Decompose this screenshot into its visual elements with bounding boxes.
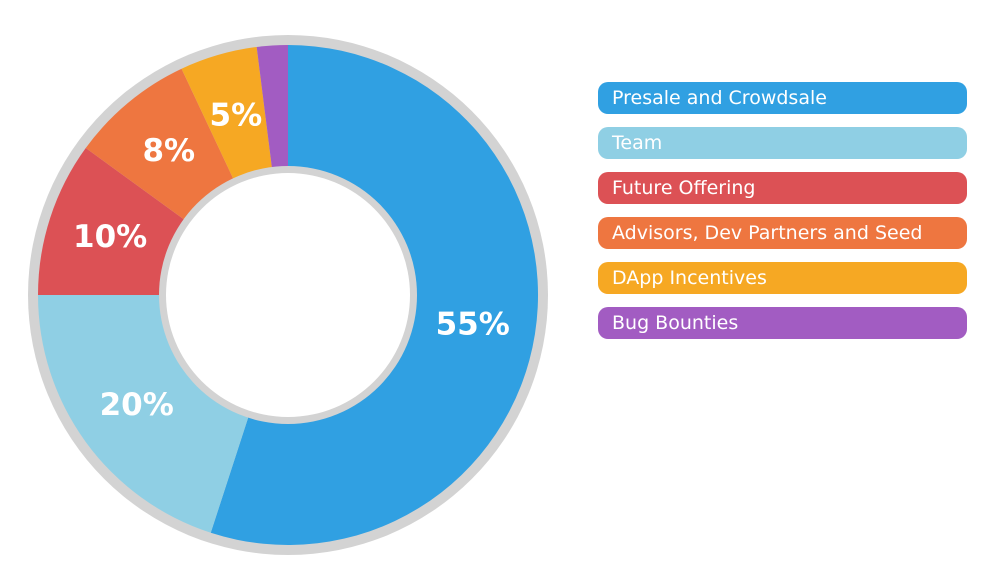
slice-label-presale-and-crowdsale: 55% <box>436 306 510 342</box>
donut-hole <box>166 173 410 417</box>
legend-item-team[interactable]: Team <box>598 127 967 159</box>
slice-label-future-offering: 10% <box>73 219 147 255</box>
slice-label-dapp-incentives: 5% <box>210 97 263 133</box>
chart-legend: Presale and Crowdsale Team Future Offering… <box>598 82 967 352</box>
legend-item-bug-bounties[interactable]: Bug Bounties <box>598 307 967 339</box>
donut-chart: 55% 20% 10% 8% 5% <box>28 35 548 555</box>
slice-label-advisors-dev-partners-and-seed: 8% <box>142 133 195 169</box>
legend-item-presale-and-crowdsale[interactable]: Presale and Crowdsale <box>598 82 967 114</box>
legend-item-dapp-incentives[interactable]: DApp Incentives <box>598 262 967 294</box>
legend-item-advisors-dev-partners-and-seed[interactable]: Advisors, Dev Partners and Seed <box>598 217 967 249</box>
slice-label-team: 20% <box>100 387 174 423</box>
legend-item-future-offering[interactable]: Future Offering <box>598 172 967 204</box>
